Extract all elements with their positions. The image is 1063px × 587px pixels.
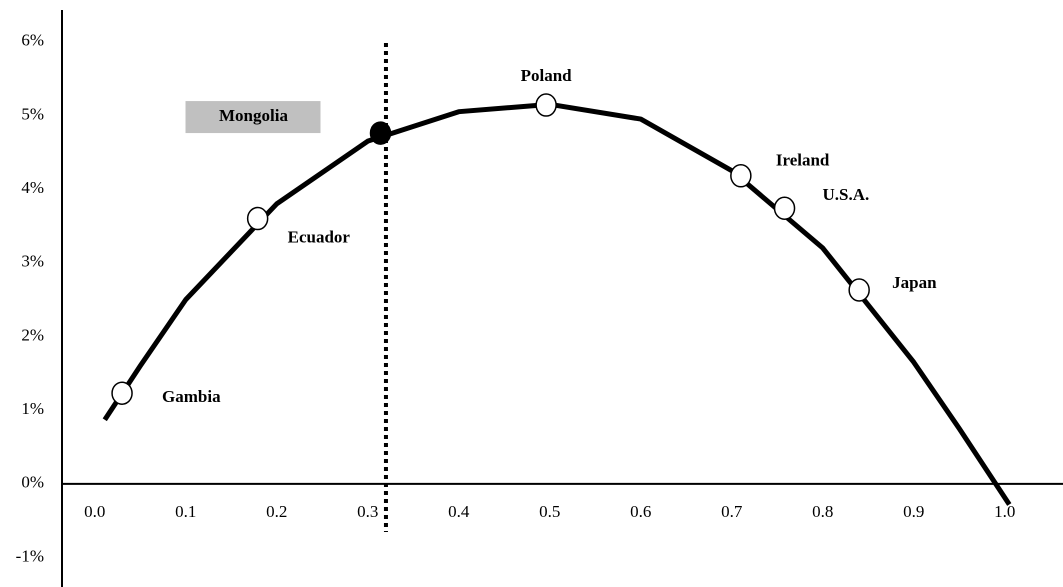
point [369, 121, 392, 145]
point-label: Gambia [162, 387, 221, 406]
x-tick-label: 0.6 [630, 502, 651, 521]
x-tick-label: 0.9 [903, 502, 924, 521]
y-tick-label: 3% [21, 252, 44, 271]
x-tick-label: 0.7 [721, 502, 743, 521]
point-label: U.S.A. [823, 185, 870, 204]
y-tick-label: 4% [21, 178, 44, 197]
y-tick-label: 5% [21, 104, 44, 123]
x-tick-label: 0.0 [84, 502, 105, 521]
point [848, 278, 870, 302]
point [730, 164, 752, 188]
point-label: Ireland [776, 151, 830, 170]
y-tick-label: -1% [16, 546, 44, 565]
point-label: Poland [521, 66, 573, 85]
curve [102, 101, 1012, 506]
y-tick-label: 0% [21, 473, 44, 492]
label-background [185, 101, 321, 134]
point [246, 206, 269, 231]
y-tick-label: 1% [21, 399, 44, 418]
x-tick-label: 1.0 [994, 502, 1015, 521]
x-tick-label: 0.2 [266, 502, 287, 521]
point-label: Japan [892, 273, 937, 292]
x-tick-label: 0.4 [448, 502, 470, 521]
x-tick-label: 0.5 [539, 502, 560, 521]
point [535, 93, 557, 117]
point [111, 381, 133, 405]
point-label: Ecuador [288, 227, 351, 246]
y-tick-label: 2% [21, 325, 44, 344]
x-tick-label: 0.1 [175, 502, 196, 521]
y-tick-label: 6% [21, 31, 44, 50]
x-tick-label: 0.3 [357, 502, 378, 521]
point-label: Mongolia [219, 106, 288, 125]
point [773, 196, 796, 220]
x-tick-label: 0.8 [812, 502, 833, 521]
